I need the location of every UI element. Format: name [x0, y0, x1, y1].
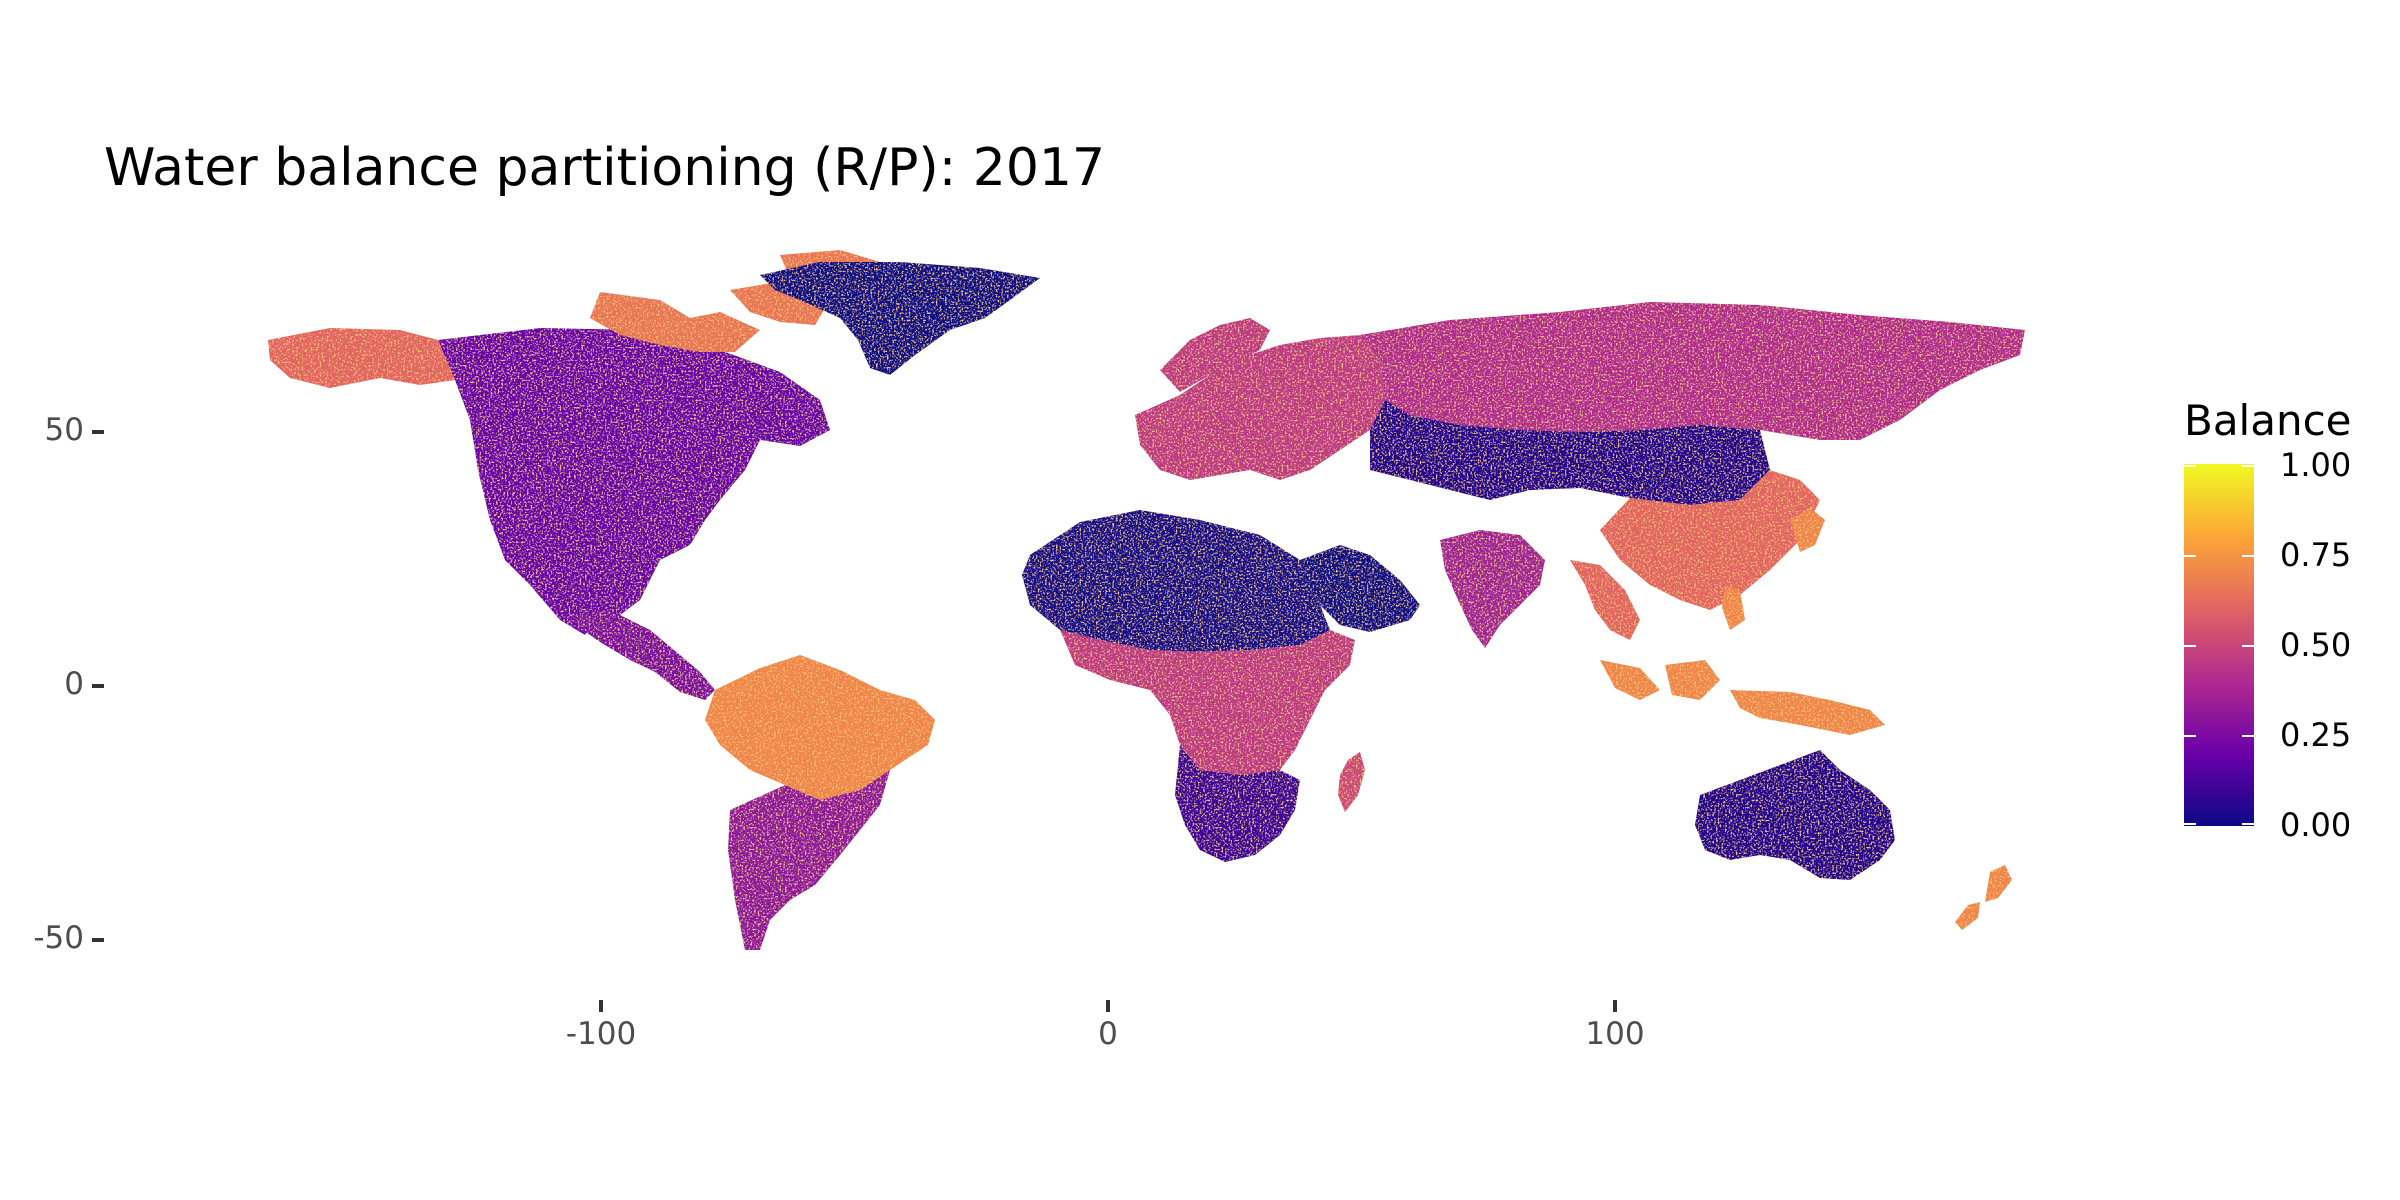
- region-greenland: [760, 262, 1040, 375]
- region-australia: [1695, 750, 1895, 880]
- region-central-asia: [1370, 400, 1770, 505]
- legend-label: 1.00: [2280, 446, 2352, 484]
- region-alaska: [268, 328, 455, 388]
- region-europe: [1135, 335, 1385, 480]
- legend-label: 0.50: [2280, 626, 2352, 664]
- legend-colorbar: [2184, 464, 2254, 826]
- region-sahara: [1022, 510, 1330, 652]
- x-tick-label: 0: [1098, 1016, 1118, 1052]
- x-tick-label: 100: [1585, 1016, 1645, 1052]
- legend-label: 0.75: [2280, 536, 2352, 574]
- region-east-asia: [1600, 470, 1820, 610]
- region-india: [1440, 530, 1545, 648]
- region-new-zealand: [1955, 865, 2012, 930]
- region-north-america: [438, 328, 830, 635]
- legend-title: Balance: [2184, 396, 2352, 445]
- y-tick-label: -50: [33, 920, 84, 956]
- x-axis: [599, 1000, 1617, 1012]
- legend-label: 0.00: [2280, 806, 2352, 844]
- legend-label: 0.25: [2280, 716, 2352, 754]
- region-southern-africa: [1175, 745, 1300, 862]
- y-axis: [92, 430, 104, 942]
- region-scandinavia: [1160, 318, 1270, 392]
- region-arabia: [1300, 545, 1420, 632]
- region-central-africa: [1060, 630, 1355, 775]
- region-se-asia: [1570, 560, 1640, 640]
- region-central-america: [570, 612, 715, 700]
- region-siberia: [1360, 302, 2025, 440]
- region-madagascar: [1338, 752, 1365, 812]
- x-tick-label: -100: [565, 1016, 637, 1052]
- region-southern-south-america: [728, 770, 890, 950]
- y-tick-label: 50: [44, 412, 84, 448]
- y-tick-label: 0: [64, 666, 84, 702]
- region-amazon: [705, 655, 935, 800]
- land-raster: [268, 250, 2025, 950]
- chart-title: Water balance partitioning (R/P): 2017: [104, 138, 1106, 198]
- region-maritime-sea: [1600, 508, 1885, 735]
